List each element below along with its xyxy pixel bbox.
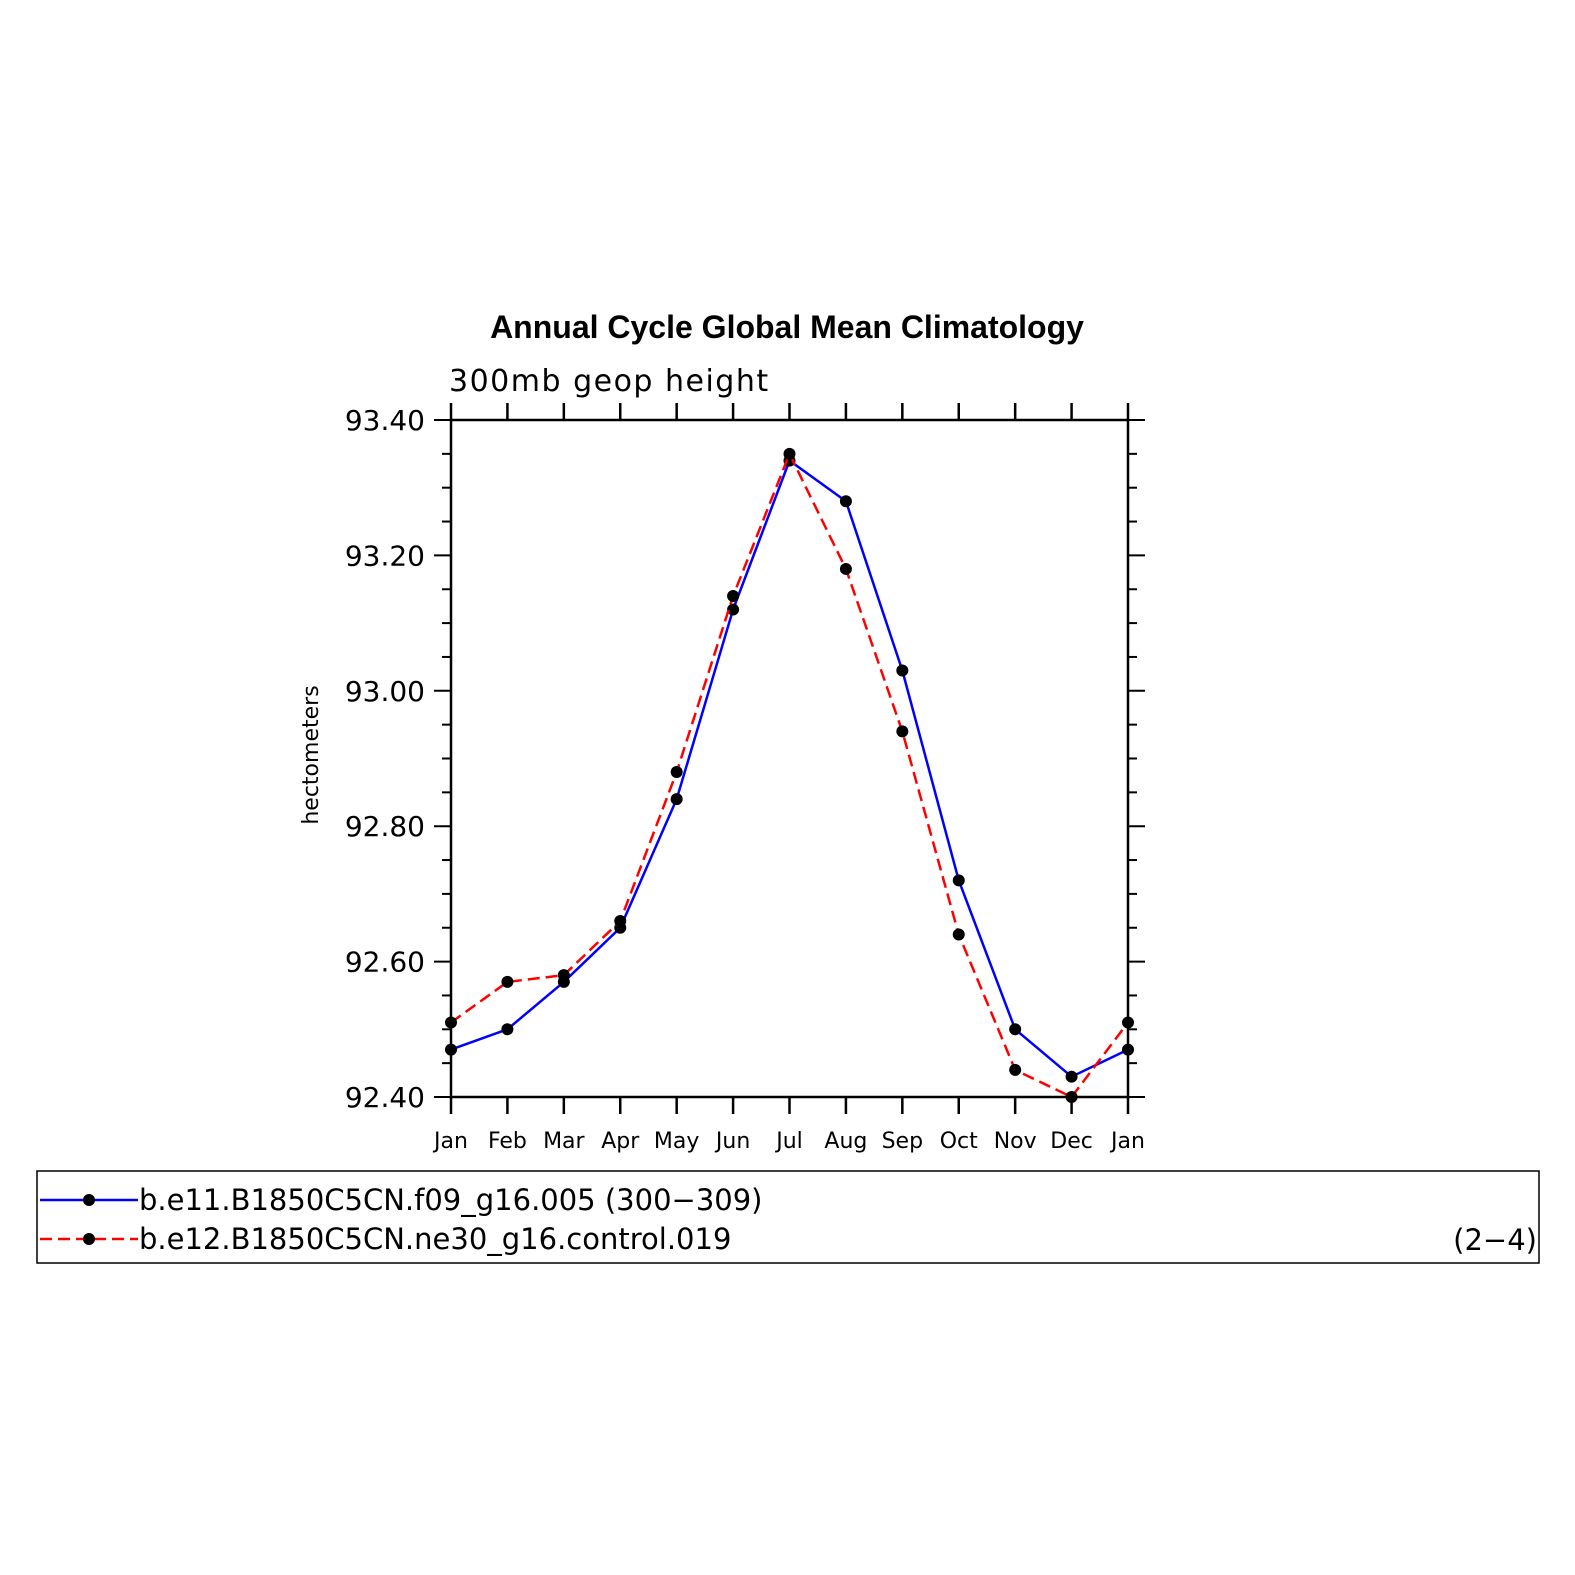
legend-box <box>36 1170 1540 1264</box>
series-layer <box>445 447 1134 1103</box>
x-tick-labels: Jan Feb Mar Apr May Jun Jul Aug Sep Oct Nov Dec Jan <box>432 1129 1145 1154</box>
y-tick-label: 93.20 <box>345 539 425 572</box>
data-point <box>1009 1063 1022 1076</box>
chart-title: Annual Cycle Global Mean Climatology <box>490 309 1084 345</box>
data-point <box>783 447 796 460</box>
data-point <box>839 495 852 508</box>
x-tick-label: Nov <box>994 1129 1037 1154</box>
legend-marker <box>83 1233 95 1245</box>
series-line-2 <box>450 450 1129 1099</box>
y-tick-label: 92.80 <box>345 810 425 843</box>
legend: b.e11.B1850C5CN.f09_g16.005 (300−309) b.e… <box>40 1183 763 1256</box>
x-tick-label: Sep <box>882 1129 923 1154</box>
x-tick-label: Jan <box>432 1129 468 1154</box>
data-point <box>557 969 570 982</box>
data-point <box>614 914 627 927</box>
legend-marker <box>83 1194 95 1206</box>
data-point <box>670 793 683 806</box>
x-tick-label: Jul <box>774 1129 803 1154</box>
y-tick-label: 93.00 <box>345 675 425 708</box>
x-tick-label: Jun <box>714 1129 750 1154</box>
data-point <box>501 975 514 988</box>
data-point <box>501 1023 514 1036</box>
x-tick-label: Aug <box>824 1129 867 1154</box>
x-tick-label: Oct <box>940 1129 978 1154</box>
data-point <box>839 562 852 575</box>
chart-subtitle: 300mb geop height <box>449 364 770 399</box>
x-tick-label: Jan <box>1109 1129 1145 1154</box>
data-point <box>727 590 740 603</box>
legend-label: b.e11.B1850C5CN.f09_g16.005 (300−309) <box>139 1183 763 1217</box>
x-tick-label: Feb <box>488 1129 527 1154</box>
x-tick-label: May <box>654 1129 699 1154</box>
data-point <box>445 1043 457 1056</box>
plot-frame <box>449 418 1130 1099</box>
y-tick-label: 92.60 <box>345 946 425 979</box>
data-point <box>952 928 965 941</box>
x-tick-label: Apr <box>601 1129 640 1154</box>
legend-label: b.e12.B1850C5CN.ne30_g16.control.019 <box>139 1222 731 1256</box>
panel-label: (2−4) <box>1453 1223 1537 1257</box>
data-point <box>1122 1016 1134 1029</box>
series-line-1 <box>450 458 1129 1079</box>
data-point <box>1009 1023 1022 1036</box>
y-tick-label: 93.40 <box>345 404 425 437</box>
data-point <box>952 874 965 887</box>
x-tick-label: Dec <box>1050 1129 1093 1154</box>
plot-axes <box>434 403 1145 1114</box>
data-point <box>1122 1043 1134 1056</box>
data-point <box>896 664 909 677</box>
data-point <box>445 1016 457 1029</box>
data-point <box>1065 1091 1078 1103</box>
y-tick-labels: 92.40 92.60 92.80 93.00 93.20 93.40 <box>345 404 425 1114</box>
data-point <box>1065 1070 1078 1083</box>
data-point <box>727 603 740 616</box>
x-tick-label: Mar <box>543 1129 585 1154</box>
y-axis-label: hectometers <box>299 685 324 824</box>
data-point <box>896 725 909 738</box>
data-point <box>670 766 683 779</box>
y-tick-label: 92.40 <box>345 1081 425 1114</box>
